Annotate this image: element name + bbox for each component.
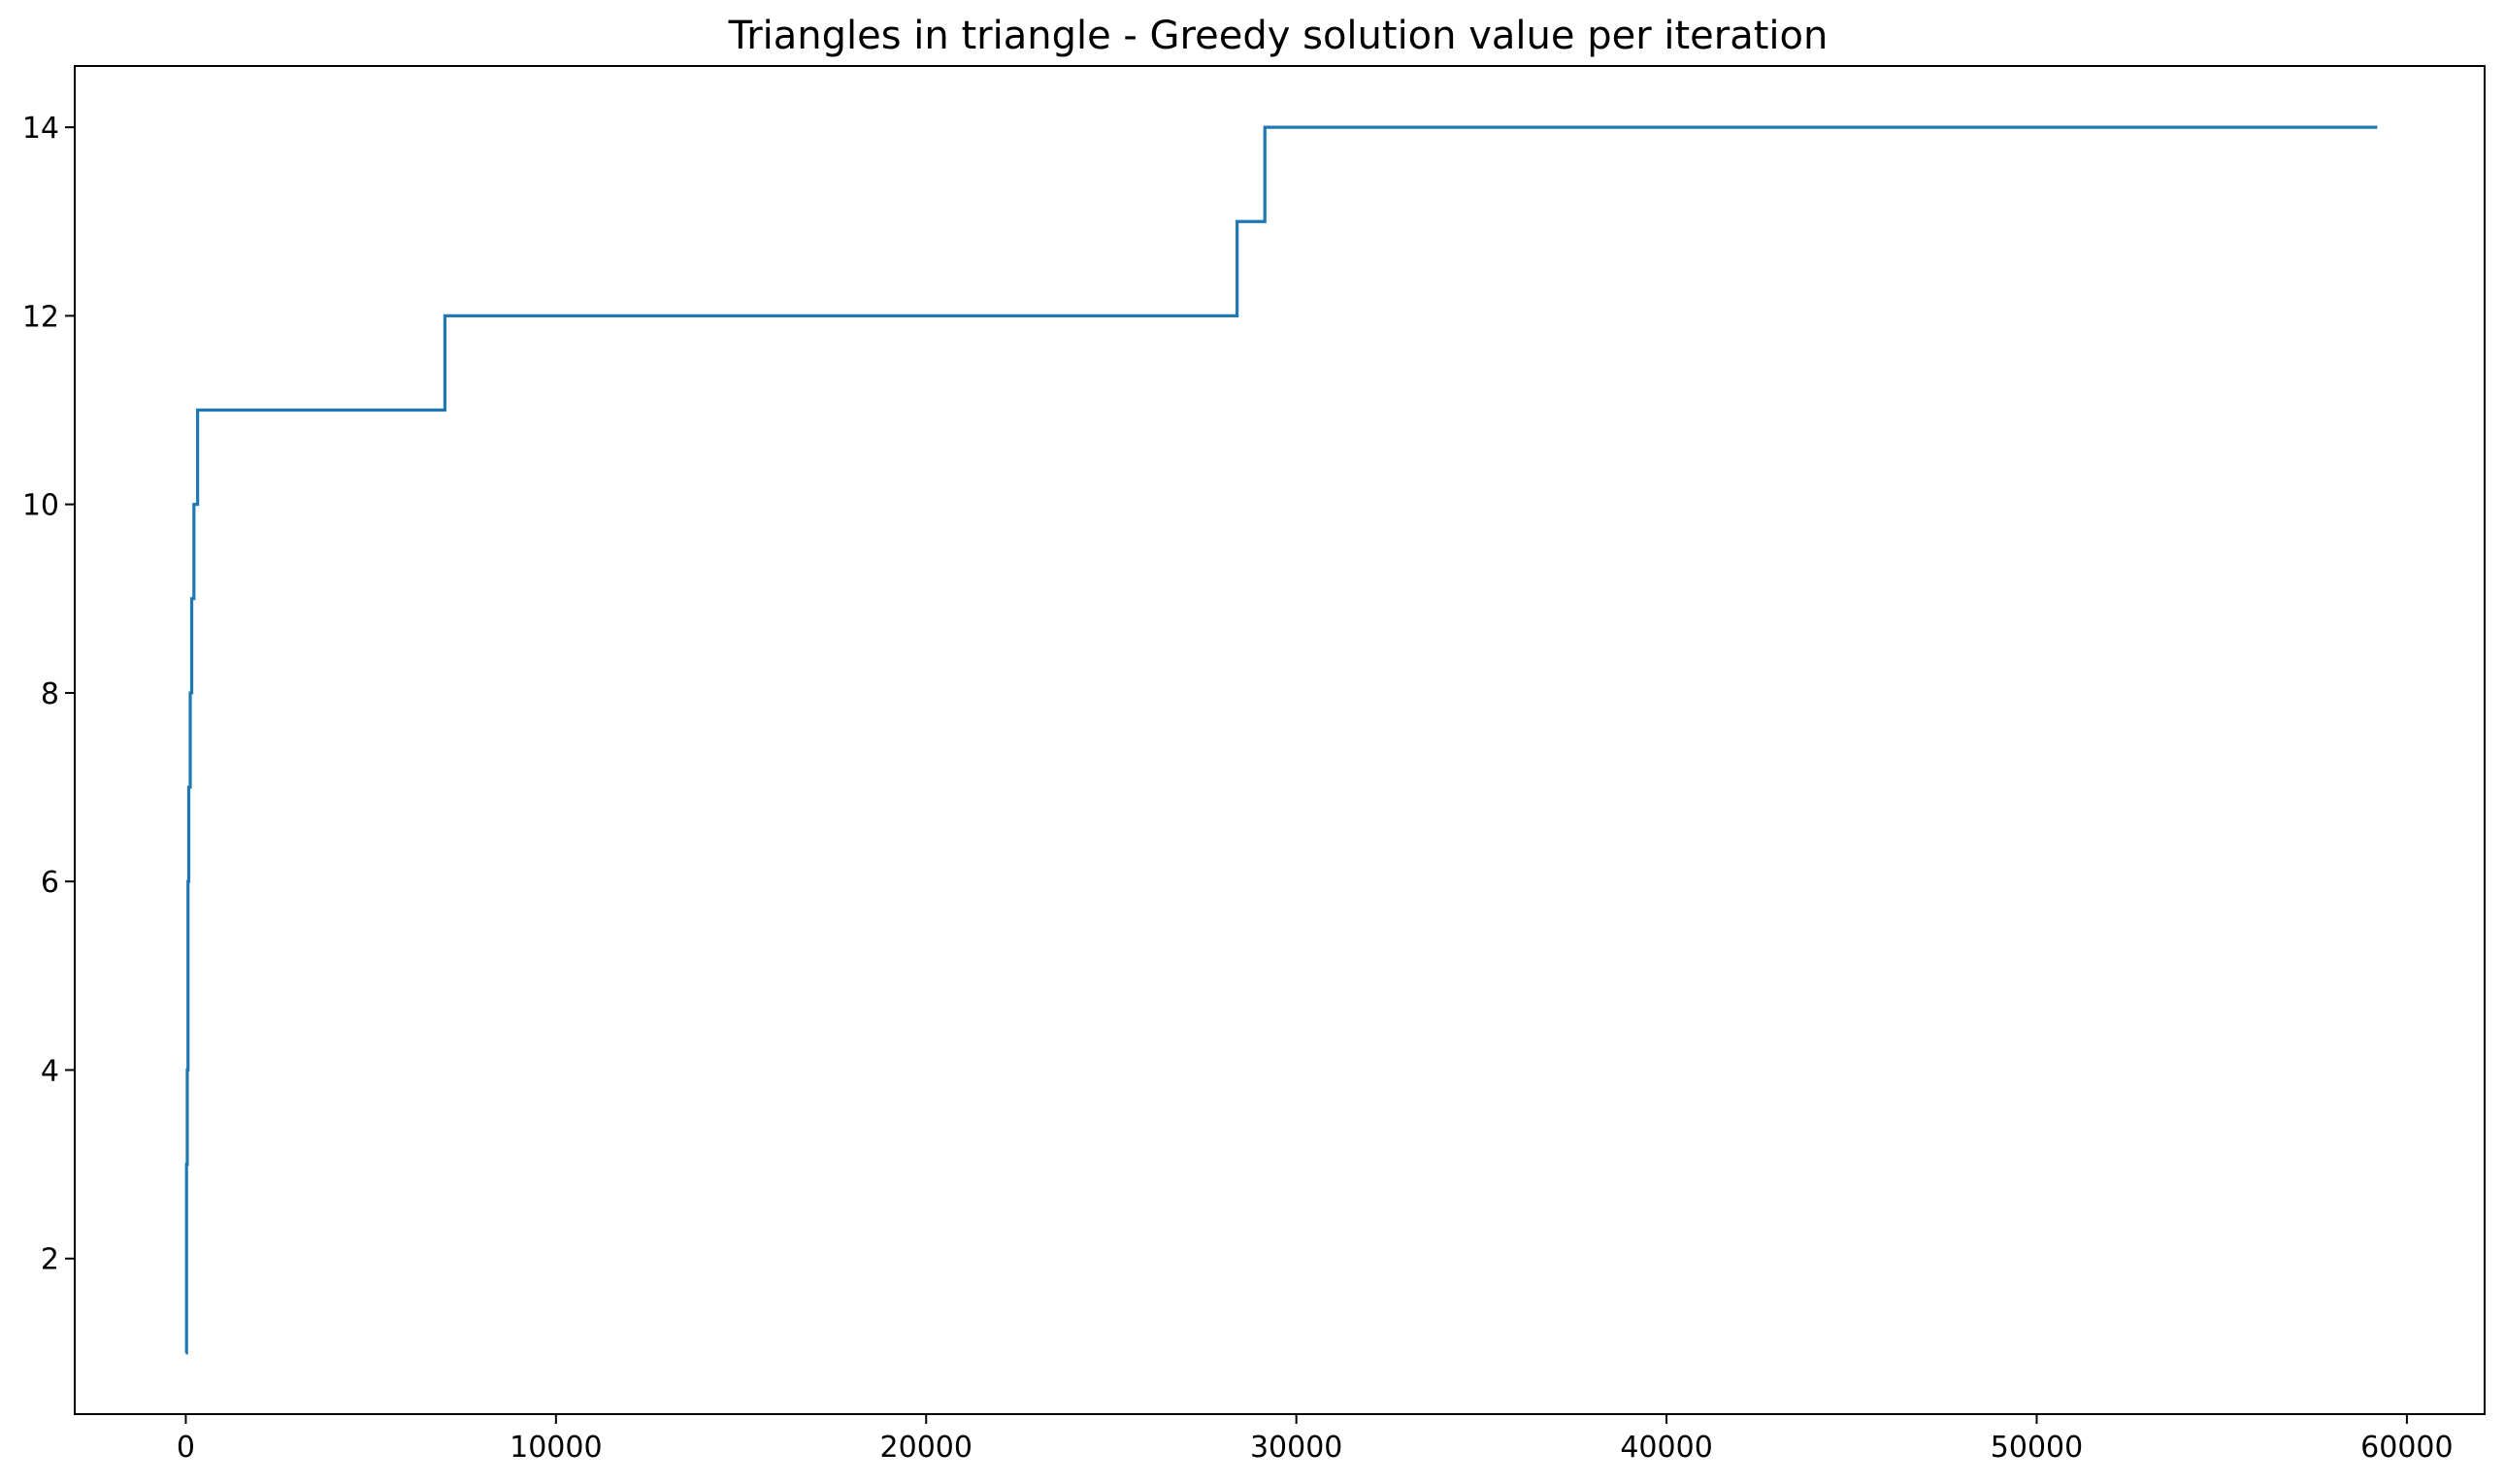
x-tick-label: 20000 — [880, 1431, 972, 1465]
x-tick-label: 10000 — [510, 1431, 602, 1465]
plot-area: 0 10000 20000 30000 40000 50000 60000 2 4 6 8 10 12 1… — [22, 65, 2486, 1465]
x-tick-label: 40000 — [1620, 1431, 1712, 1465]
y-tick-label: 8 — [41, 677, 59, 711]
x-tick-label: 50000 — [1991, 1431, 2083, 1465]
y-tick-label: 14 — [22, 112, 59, 146]
y-tick-label: 6 — [41, 866, 59, 900]
y-tick-label: 2 — [41, 1243, 59, 1277]
x-tick-label: 60000 — [2360, 1431, 2453, 1465]
x-tick-label: 0 — [177, 1431, 195, 1465]
x-tick-label: 30000 — [1250, 1431, 1342, 1465]
y-tick-label: 4 — [41, 1054, 59, 1088]
plot-frame — [74, 65, 2486, 1415]
y-tick-label: 10 — [22, 489, 59, 523]
y-tick-label: 12 — [22, 300, 59, 334]
series-line-1 — [184, 125, 2378, 1355]
chart-title: Triangles in triangle - Greedy solution … — [728, 14, 1829, 58]
